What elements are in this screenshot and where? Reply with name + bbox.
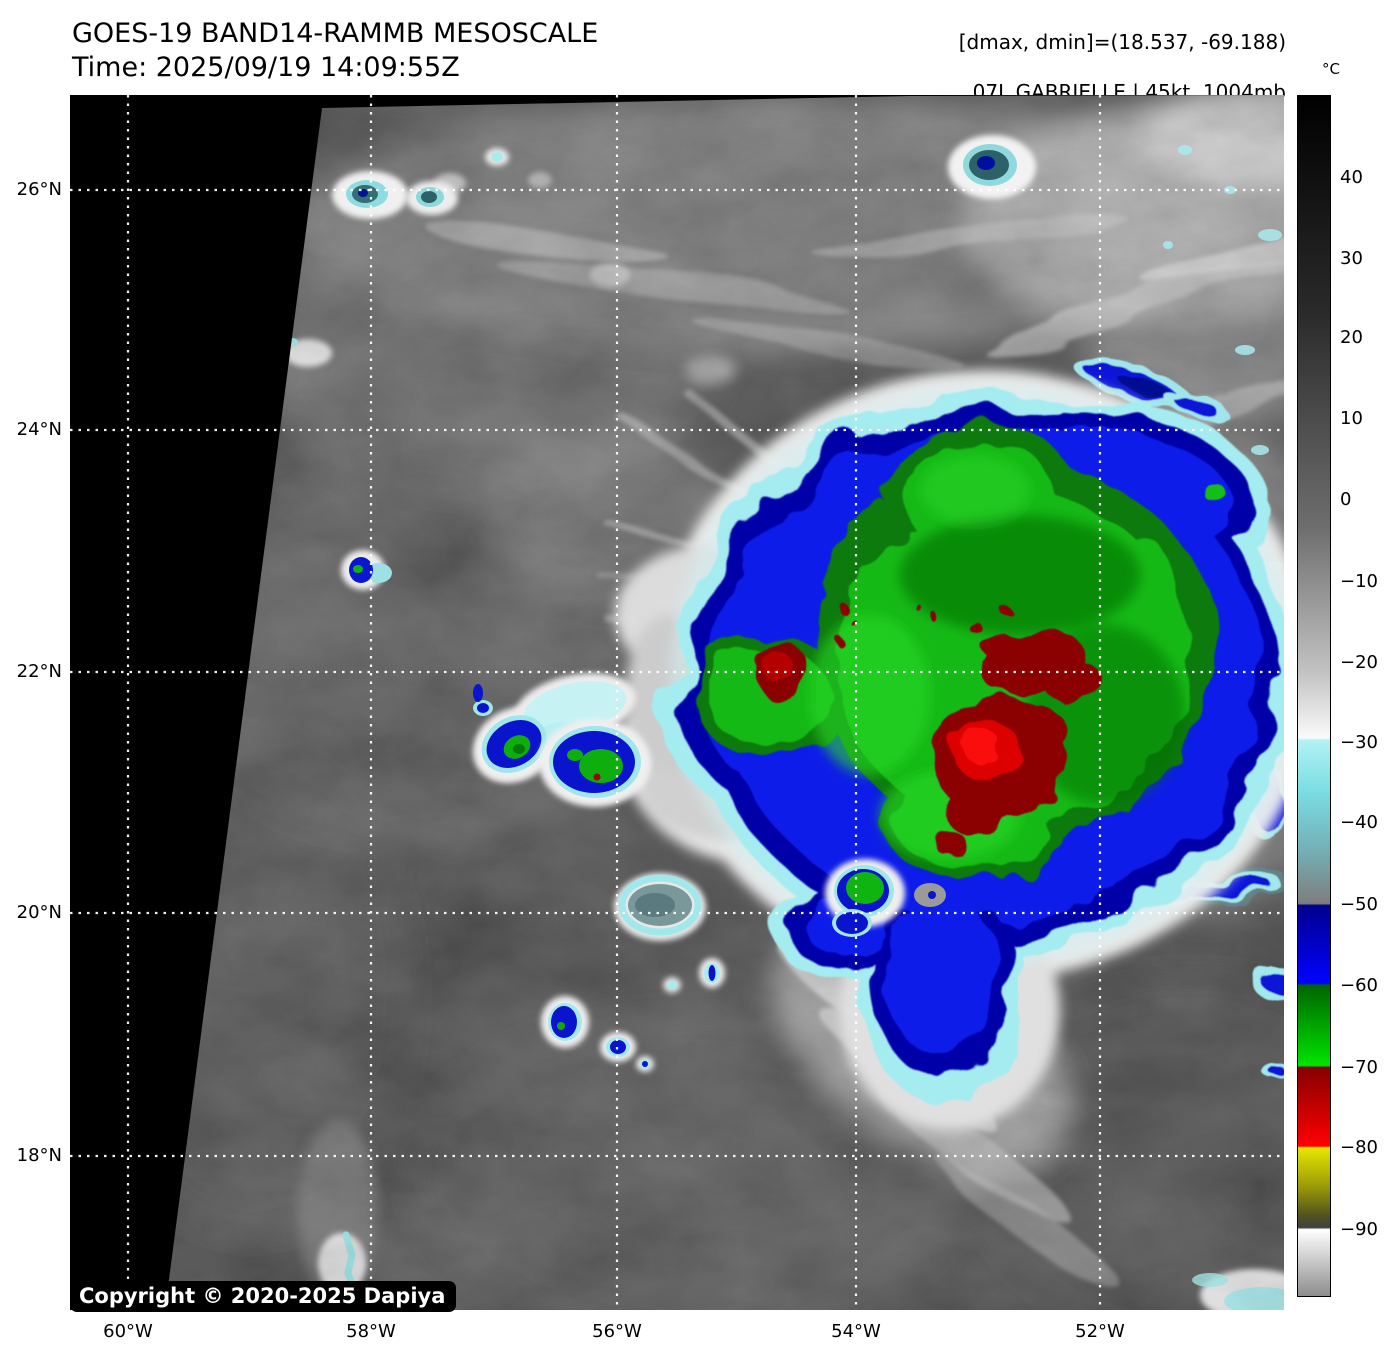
lat-label-18n: 18°N	[16, 1145, 62, 1166]
colorbar-tick: −50	[1340, 894, 1378, 915]
convective-cells	[332, 135, 1036, 1072]
colorbar-tick: −40	[1340, 812, 1378, 833]
lat-label-24n: 24°N	[16, 419, 62, 440]
cell-green-blue	[825, 859, 946, 937]
copyright-badge: Copyright © 2020-2025 Dapiya	[70, 1281, 457, 1312]
cell-upper-right	[948, 135, 1036, 199]
page-title: GOES-19 BAND14-RAMMB MESOSCALE	[72, 18, 599, 49]
latlon-gridlines	[70, 95, 1284, 1310]
lat-label-26n: 26°N	[16, 179, 62, 200]
colorbar-tick: −70	[1340, 1057, 1378, 1078]
colorbar-tick: 20	[1340, 327, 1363, 348]
cell-cluster-west	[472, 673, 651, 807]
cell-upper-left-1	[332, 171, 408, 219]
lon-label-58w: 58°W	[346, 1321, 396, 1342]
cell-mid-left	[341, 550, 392, 590]
data-region	[165, 95, 1284, 1310]
lat-label-20n: 20°N	[16, 902, 62, 923]
cell-cyan-dot	[485, 148, 509, 166]
lon-label-60w: 60°W	[103, 1321, 153, 1342]
lon-label-56w: 56°W	[592, 1321, 642, 1342]
colorbar-tick: 10	[1340, 408, 1363, 429]
colorbar-tick: −90	[1340, 1219, 1378, 1240]
colorbar-tick: −20	[1340, 652, 1378, 673]
temperature-colorbar	[1297, 95, 1331, 1297]
cell-ring-20n	[614, 873, 706, 941]
colorbar-unit-label: °C	[1322, 60, 1340, 78]
colorbar-tick: 30	[1340, 248, 1363, 269]
header-right: [dmax, dmin]=(18.537, -69.188) 07L.GABRI…	[800, 30, 1286, 105]
colorbar-tick: 40	[1340, 167, 1363, 188]
storm-green-shading	[810, 455, 1185, 860]
storm-gabrielle	[615, 370, 1284, 1130]
storm-bright-red-core	[764, 651, 1020, 780]
colorbar-tick: 0	[1340, 489, 1352, 510]
colorbar-tick: −30	[1340, 732, 1378, 753]
timestamp: Time: 2025/09/19 14:09:55Z	[72, 52, 460, 83]
northeast-cold-streaks	[1073, 357, 1231, 423]
cell-upper-left-2	[406, 181, 458, 215]
lon-label-54w: 54°W	[831, 1321, 881, 1342]
colorbar-tick: −60	[1340, 975, 1378, 996]
satellite-map-panel	[70, 95, 1284, 1310]
dmax-dmin-readout: [dmax, dmin]=(18.537, -69.188)	[958, 30, 1286, 54]
lon-label-52w: 52°W	[1075, 1321, 1125, 1342]
lat-label-22n: 22°N	[16, 661, 62, 682]
colorbar-tick: −10	[1340, 571, 1378, 592]
green-speck-east	[1203, 485, 1227, 501]
colorbar-tick: −80	[1340, 1137, 1378, 1158]
satellite-ir-image	[70, 95, 1284, 1310]
